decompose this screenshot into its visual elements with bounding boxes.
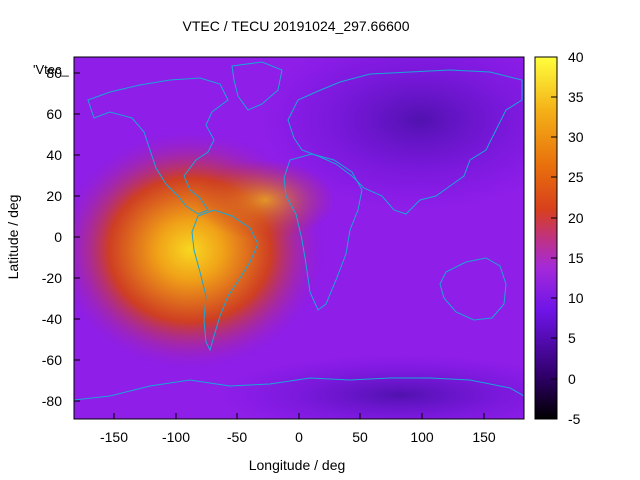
y-tick-label: 80	[46, 65, 62, 81]
low-tec-south	[220, 355, 524, 419]
colorbar-tick-label: 20	[568, 210, 584, 226]
x-axis-label: Longitude / deg	[249, 457, 346, 473]
coastline-antarctica	[74, 377, 524, 401]
chart-title: VTEC / TECU 20191024_297.66600	[182, 18, 409, 34]
colorbar: 40 35 30 25 20 15 10 5 0 -5	[534, 49, 584, 427]
colorbar-tick-label: 25	[568, 169, 584, 185]
x-tick-label: 150	[472, 429, 496, 445]
colorbar-tick-label: 40	[568, 49, 584, 65]
coastline-north-america	[87, 77, 229, 215]
x-tick-label: -100	[162, 429, 190, 445]
y-tick-label: 0	[54, 229, 62, 245]
y-tick-label: -60	[42, 352, 62, 368]
colorbar-tick-label: 10	[568, 290, 584, 306]
plot-area	[74, 57, 524, 419]
y-tick-label: 20	[46, 188, 62, 204]
y-axis: -80 -60 -40 -20 0 20 40 60 80 Latitude /…	[5, 65, 80, 409]
legend-entry: 'Vtec_	[33, 62, 69, 77]
x-tick-label: 50	[352, 429, 368, 445]
low-tec-region	[260, 57, 524, 210]
coastline-africa	[283, 153, 363, 311]
x-axis: -150 -100 -50 0 50 100 150 Longitude / d…	[100, 413, 496, 473]
y-tick-label: -80	[42, 393, 62, 409]
coastline-south-america	[191, 209, 259, 352]
colorbar-tick-label: 0	[568, 371, 576, 387]
x-tick-label: 0	[295, 429, 303, 445]
y-axis-label: Latitude / deg	[5, 195, 21, 280]
colorbar-tick-label: -5	[568, 411, 581, 427]
colorbar-tick-label: 15	[568, 250, 584, 266]
colorbar-tick-marks	[551, 56, 557, 420]
y-tick-label: 60	[46, 106, 62, 122]
coastlines	[74, 61, 524, 401]
coastline-europe-asia	[287, 69, 523, 215]
coastline-greenland	[231, 61, 283, 111]
y-tick-label: -20	[42, 270, 62, 286]
x-tick-label: -50	[227, 429, 247, 445]
coastline-australia	[439, 257, 507, 321]
y-tick-label: 40	[46, 147, 62, 163]
y-tick-label: -40	[42, 311, 62, 327]
equatorial-anomaly-north	[195, 160, 335, 240]
colorbar-tick-label: 5	[568, 330, 576, 346]
colorbar-tick-label: 30	[568, 129, 584, 145]
y-tick-marks	[74, 72, 80, 402]
colorbar-tick-label: 35	[568, 89, 584, 105]
x-tick-label: 100	[410, 429, 434, 445]
colorbar-gradient	[534, 56, 558, 420]
x-tick-label: -150	[100, 429, 128, 445]
x-tick-marks	[113, 413, 485, 419]
